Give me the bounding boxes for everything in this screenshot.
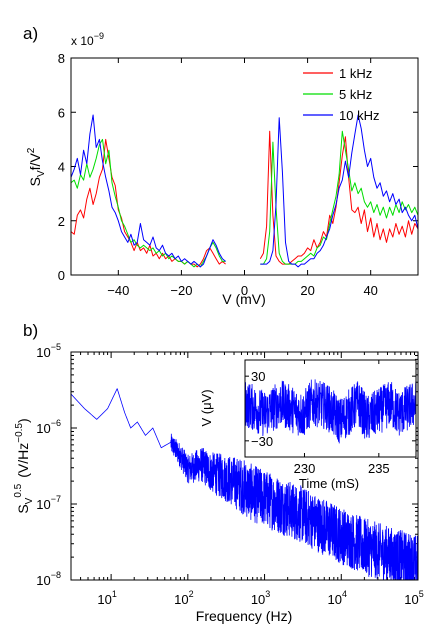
legend-label-10khz: 10 kHz — [339, 108, 379, 123]
panel-b-x-axis-label: Frequency (Hz) — [196, 608, 292, 624]
panel-a-x-tick-label: −40 — [107, 283, 129, 298]
panel-a-ticks: −40 −20 0 20 40 0 2 4 6 8 — [58, 51, 418, 298]
panel-a-x-tick-label: 40 — [363, 283, 377, 298]
panel-a-x-tick-label: 0 — [241, 283, 248, 298]
panel-b-y-tick-label: 10−8 — [36, 570, 61, 588]
panel-b-y-axis-label: SV0.5(V/Hz−0.5) — [13, 418, 35, 513]
panel-a-y-tick-label: 6 — [58, 105, 65, 120]
panel-a-frame — [70, 57, 419, 276]
panel-b-x-tick-label: 104 — [328, 589, 347, 607]
panel-a-series — [71, 114, 418, 268]
panel-b-y-tick-label: 10−7 — [36, 494, 61, 512]
panel-b-x-tick-label: 102 — [174, 589, 193, 607]
panel-b-x-tick-label: 101 — [97, 589, 116, 607]
panel-a-y-axis-label: SVf/V2 — [26, 147, 47, 186]
panel-a-voltage-spectrum: a) x 10−9 −40 −20 0 20 40 0 2 4 6 8 1 kHz 5 kHz 1… — [23, 24, 419, 307]
inset-x-tick-label: 235 — [368, 461, 390, 476]
series-line-5-khz-segment-1 — [260, 130, 418, 265]
series-line-10-khz-segment-1 — [260, 114, 418, 268]
panel-b-label: b) — [23, 321, 38, 340]
panel-b-y-tick-label: 10−5 — [36, 342, 61, 360]
panel-a-y-tick-label: 0 — [58, 268, 65, 283]
panel-a-y-tick-label: 2 — [58, 214, 65, 229]
legend-label-1khz: 1 kHz — [339, 66, 372, 81]
series-line-noise-spectrum — [71, 388, 418, 580]
panel-b-x-tick-label: 103 — [251, 589, 270, 607]
inset-y-axis-label: V (μV) — [199, 389, 214, 426]
series-line-inset-trace — [245, 379, 416, 444]
panel-a-y-tick-label: 8 — [58, 51, 65, 66]
inset-frame — [244, 359, 417, 458]
legend-label-5khz: 5 kHz — [339, 87, 372, 102]
panel-a-x-axis-label: V (mV) — [222, 291, 266, 307]
inset-time-trace: 230 235 −30 30 Time (mS) V (μV) — [199, 359, 417, 491]
panel-a-label: a) — [23, 24, 38, 43]
panel-a-x-tick-label: −20 — [170, 283, 192, 298]
panel-b-series — [71, 388, 418, 580]
panel-a-legend: 1 kHz 5 kHz 10 kHz — [303, 66, 379, 123]
panel-b-noise-spectrum: b) 101 102 103 104 105 10−8 10−7 10−6 10−5 Frequ… — [13, 321, 424, 624]
panel-a-exponent-label: x 10−9 — [71, 31, 104, 48]
panel-b-frame — [70, 351, 419, 581]
series-line-10-khz-segment-0 — [71, 114, 226, 268]
panel-a-y-tick-label: 4 — [58, 160, 65, 175]
inset-x-tick-label: 230 — [294, 461, 316, 476]
inset-ticks: 230 235 −30 30 — [245, 360, 416, 476]
inset-series — [245, 379, 416, 444]
inset-y-tick-label: 30 — [251, 369, 265, 384]
panel-b-x-tick-label: 105 — [404, 589, 423, 607]
inset-x-axis-label: Time (mS) — [299, 476, 359, 491]
inset-y-tick-label: −30 — [251, 434, 273, 449]
panel-b-y-tick-label: 10−6 — [36, 418, 61, 436]
panel-a-x-tick-label: 20 — [300, 283, 314, 298]
